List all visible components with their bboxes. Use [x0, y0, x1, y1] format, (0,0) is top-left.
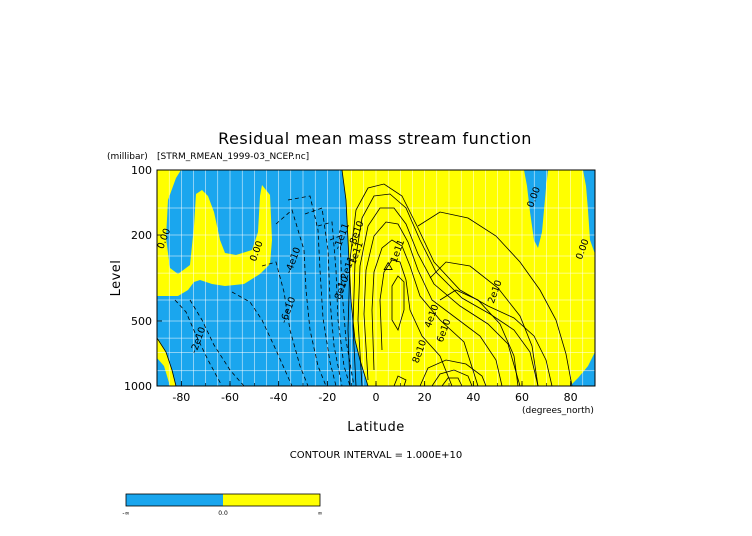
y-tick-label: 100: [131, 164, 152, 177]
colorbar-label-max: ∞: [318, 510, 323, 517]
contour-neg-7: [304, 207, 343, 387]
negative-fill-bottom-right: [570, 352, 595, 386]
colorbar-positive: [223, 494, 320, 506]
negative-contours: [174, 195, 355, 387]
x-tick-label: 80: [564, 391, 578, 404]
contour-pos-13: [441, 377, 463, 387]
contour-pos-2: [352, 193, 539, 387]
y-tick-label: 1000: [124, 380, 152, 393]
contour-interval-label: CONTOUR INTERVAL = 1.000E+10: [290, 450, 462, 461]
source-file-label: [STRM_RMEAN_1999-03_NCEP.nc]: [157, 152, 309, 162]
y-tick-label: 200: [131, 229, 152, 242]
x-tick-label: -80: [172, 391, 190, 404]
plot-area: 0.000.00-2e10-4e10-6e10-1e11-8e101e111.2…: [156, 169, 596, 387]
y-tick-label: 500: [131, 315, 152, 328]
contour-pos-1: [347, 183, 553, 387]
contour-neg-4: [261, 261, 309, 387]
colorbar: -∞ 0.0 ∞: [122, 493, 323, 517]
contour-pos-3: [357, 207, 521, 387]
x-tick-label: 60: [515, 391, 529, 404]
chart-title: Residual mean mass stream function: [218, 129, 532, 148]
contour-pos-9: [429, 261, 539, 387]
contour-pos-4: [363, 221, 503, 387]
contour-pos-10: [439, 289, 519, 387]
contour-zero-left: [156, 337, 177, 387]
contour-pos-12: [431, 369, 473, 387]
contour-neg-5: [275, 209, 327, 387]
x-units-label: (degrees_north): [522, 406, 594, 416]
contour-neg-3: [231, 291, 293, 387]
contour-pos-6: [379, 259, 453, 387]
negative-fill-corner: [583, 170, 595, 254]
y-units-label: (millibar): [107, 152, 148, 162]
negative-fill-left-small: [157, 358, 170, 386]
contour-zero-mid: [341, 169, 369, 387]
contour-neg-1: [174, 299, 223, 387]
x-axis-title: Latitude: [347, 420, 405, 435]
x-tick-label: 40: [466, 391, 480, 404]
contour-neg-9: [329, 235, 355, 387]
colorbar-frame: [125, 493, 321, 507]
maximum-marker: [383, 261, 393, 270]
contour-pos-14: [393, 375, 407, 387]
grid-lines: [157, 170, 595, 386]
colorbar-negative: [126, 494, 223, 506]
axis-ticks: [156, 169, 596, 387]
contour-pos-5: [371, 239, 479, 387]
contour-neg-8: [317, 221, 351, 387]
x-tick-label: 0: [373, 391, 380, 404]
contour-neg-6: [287, 195, 337, 387]
y-axis-title: Level: [109, 260, 124, 297]
negative-fill-spike: [524, 170, 548, 248]
x-tick-label: -40: [270, 391, 288, 404]
colorbar-label-mid: 0.0: [218, 510, 228, 517]
contour-pos-11: [419, 359, 487, 387]
x-tick-label: -60: [221, 391, 239, 404]
contour-pos-7: [391, 275, 405, 331]
x-tick-label: 20: [418, 391, 432, 404]
colorbar-label-min: -∞: [122, 510, 129, 517]
contour-pos-8: [417, 211, 573, 387]
contour-neg-2: [189, 299, 245, 387]
positive-contours: [156, 169, 573, 387]
x-tick-label: -20: [318, 391, 336, 404]
